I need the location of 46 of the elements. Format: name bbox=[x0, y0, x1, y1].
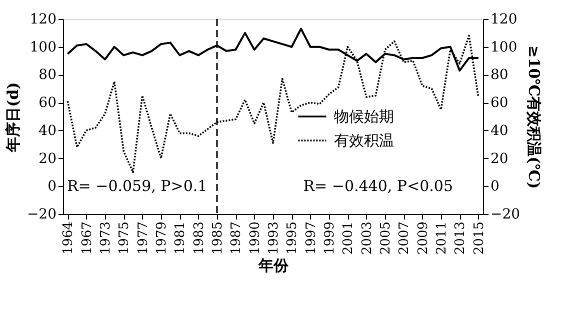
x-tick-label: 1990 bbox=[248, 222, 263, 255]
x-axis-title: 年份 bbox=[258, 256, 290, 275]
y2-tick-label: 80 bbox=[490, 67, 508, 84]
x-tick-label: 2003 bbox=[360, 222, 375, 255]
y-tick-label: 40 bbox=[38, 122, 56, 139]
y-tick-label: 120 bbox=[30, 12, 56, 28]
x-tick-label: 2011 bbox=[434, 222, 450, 255]
x-tick-label: 1983 bbox=[192, 222, 207, 255]
x-tick-label: 2001 bbox=[341, 222, 356, 255]
y2-tick-label: 120 bbox=[490, 12, 518, 28]
x-tick-label: 2007 bbox=[397, 222, 412, 255]
y2-axis-title: ≥10℃有效积温(℃) bbox=[525, 45, 544, 189]
y2-tick-label: 60 bbox=[490, 95, 508, 112]
x-tick-label: 1979 bbox=[154, 222, 170, 255]
y2-tick-label: 40 bbox=[490, 122, 508, 139]
y-axis-title: 年序日(d) bbox=[4, 82, 22, 153]
x-tick-label: 2015 bbox=[472, 222, 487, 255]
y-tick-label: 0 bbox=[48, 178, 56, 195]
x-tick-label: 1985 bbox=[210, 222, 226, 255]
x-tick-label: 1973 bbox=[98, 222, 114, 255]
x-tick-label: 1997 bbox=[304, 222, 319, 255]
x-tick-label: 1995 bbox=[285, 222, 300, 255]
y2-tick-label: 100 bbox=[490, 39, 518, 56]
legend-label: 有效积温 bbox=[334, 132, 394, 150]
x-tick-label: 1977 bbox=[136, 222, 151, 255]
y-tick-label: 100 bbox=[30, 39, 56, 56]
y-tick-label: 80 bbox=[38, 67, 56, 84]
x-tick-label: 2013 bbox=[453, 222, 468, 255]
x-tick-label: 2009 bbox=[416, 222, 431, 255]
y2-tick-label: −20 bbox=[490, 206, 520, 222]
y2-tick-label: 0 bbox=[490, 178, 500, 195]
x-tick-label: 2005 bbox=[378, 222, 394, 255]
y-tick-label: 60 bbox=[38, 95, 56, 112]
legend-label: 物候始期 bbox=[334, 108, 394, 126]
x-tick-label: 1993 bbox=[266, 222, 282, 255]
y2-tick-label: 20 bbox=[490, 150, 508, 167]
x-tick-label: 1967 bbox=[80, 222, 95, 255]
x-tick-label: 1999 bbox=[322, 222, 338, 255]
annotation: R= −0.059, P>0.1 bbox=[67, 177, 208, 196]
x-tick-label: 1975 bbox=[117, 222, 132, 255]
y-tick-label: −20 bbox=[26, 206, 56, 222]
x-tick-label: 1981 bbox=[173, 222, 188, 255]
x-tick-label: 1987 bbox=[229, 222, 244, 255]
annotation: R= −0.440, P<0.05 bbox=[303, 177, 453, 196]
y-tick-label: 20 bbox=[38, 150, 56, 167]
x-tick-label: 1964 bbox=[61, 222, 76, 255]
